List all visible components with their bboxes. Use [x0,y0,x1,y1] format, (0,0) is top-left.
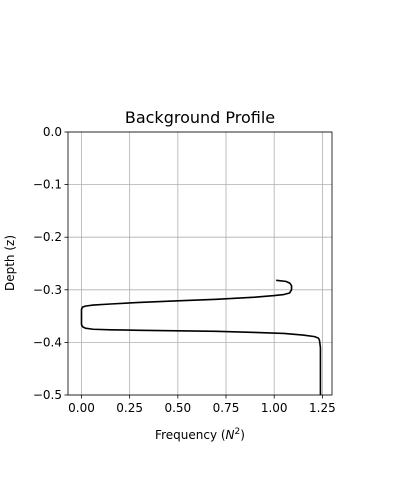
y-tick-label: −0.4 [33,335,62,349]
x-tick-label: 1.00 [261,401,288,415]
y-tick-label: −0.3 [33,283,62,297]
x-tick-label: 0.50 [164,401,191,415]
x-tick-label: 0.75 [213,401,240,415]
y-tick-label: −0.1 [33,178,62,192]
x-tick-label: 0.25 [116,401,143,415]
plot-frame [67,131,333,396]
chart-title: Background Profile [125,108,275,127]
x-axis-label-text: Frequency ( [155,428,226,442]
y-tick-label: 0.0 [43,125,62,139]
y-axis-label: Depth (z) [3,235,17,291]
series-layer [80,279,322,395]
x-axis-label-symbol: N [226,428,235,442]
x-axis-label: Frequency (N2) [155,427,245,442]
y-tick-label: −0.2 [33,230,62,244]
y-tick-label: −0.5 [33,388,62,402]
x-axis-label-superscript: 2 [235,427,241,437]
series-line-0 [80,279,322,395]
x-tick-label: 1.25 [309,401,336,415]
ticks: 0.00 0.25 0.50 0.75 1.00 1.25 0.0 −0.1 −0.2 −0.3 −… [33,125,336,415]
x-tick-label: 0.00 [68,401,95,415]
x-axis-label-close: ) [240,428,245,442]
